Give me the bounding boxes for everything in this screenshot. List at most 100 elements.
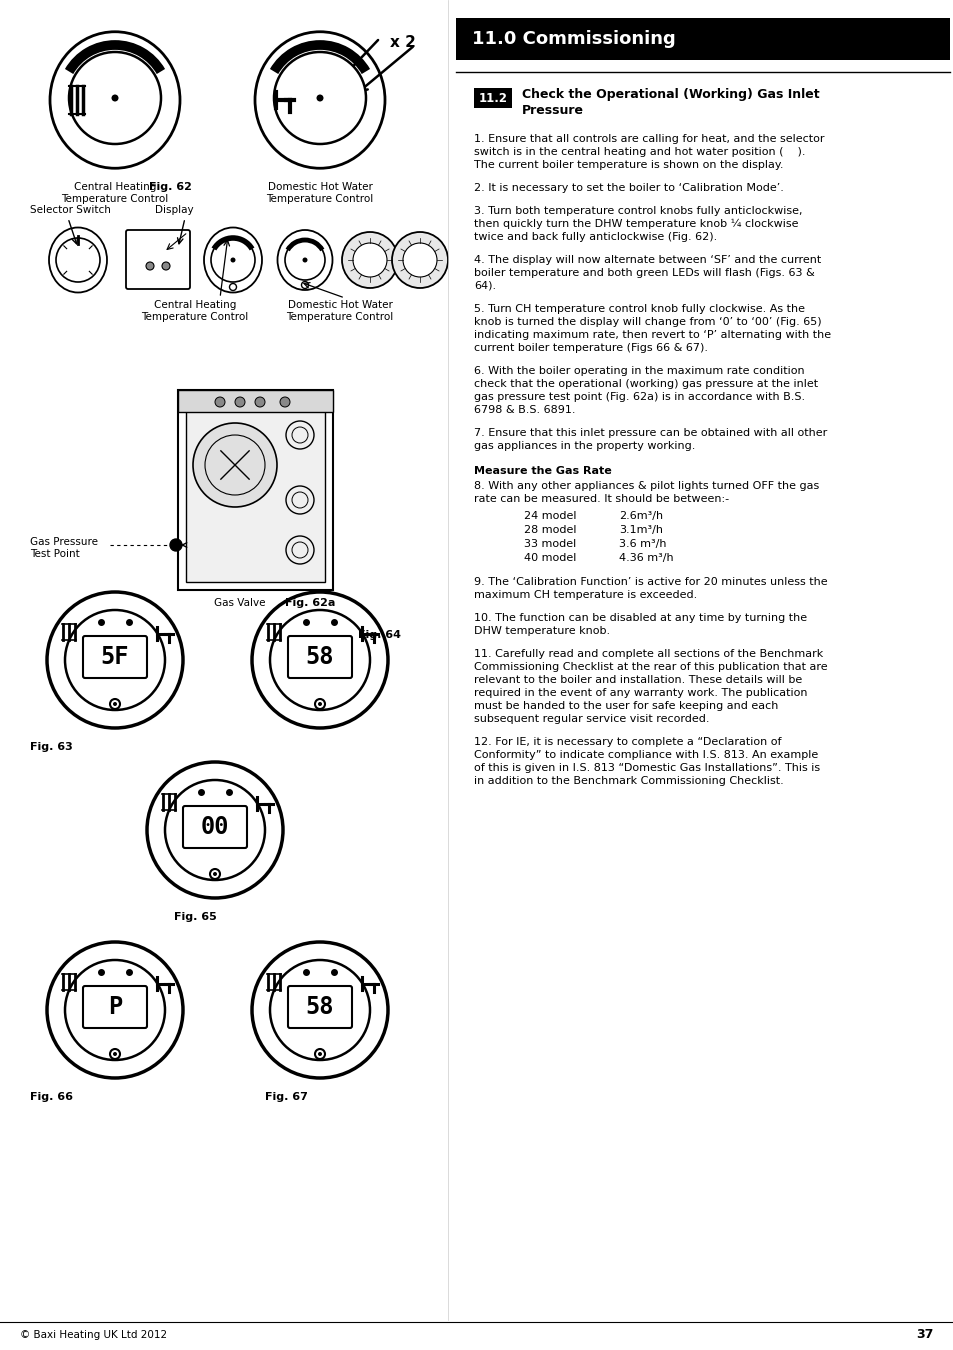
Circle shape: [69, 53, 161, 144]
FancyArrowPatch shape: [343, 40, 377, 76]
Text: then quickly turn the DHW temperature knob ¼ clockwise: then quickly turn the DHW temperature kn…: [474, 219, 798, 230]
Text: 6. With the boiler operating in the maximum rate condition: 6. With the boiler operating in the maxi…: [474, 366, 803, 377]
Circle shape: [392, 232, 448, 288]
Circle shape: [234, 397, 245, 406]
Text: 28 model: 28 model: [523, 525, 576, 535]
Text: of this is given in I.S. 813 “Domestic Gas Installations”. This is: of this is given in I.S. 813 “Domestic G…: [474, 763, 820, 774]
Text: maximum CH temperature is exceeded.: maximum CH temperature is exceeded.: [474, 590, 697, 599]
FancyBboxPatch shape: [288, 636, 352, 678]
Text: knob is turned the display will change from ‘0’ to ‘00’ (Fig. 65): knob is turned the display will change f…: [474, 317, 821, 327]
Circle shape: [317, 702, 322, 706]
Text: Domestic Hot Water
Temperature Control: Domestic Hot Water Temperature Control: [286, 300, 394, 321]
Text: 8. With any other appliances & pilot lights turned OFF the gas: 8. With any other appliances & pilot lig…: [474, 481, 819, 491]
Circle shape: [402, 243, 436, 277]
Text: twice and back fully anticlockwise (Fig. 62).: twice and back fully anticlockwise (Fig.…: [474, 232, 717, 242]
FancyBboxPatch shape: [186, 398, 325, 582]
Text: Pressure: Pressure: [521, 104, 583, 117]
Text: 24 model: 24 model: [523, 512, 576, 521]
Circle shape: [231, 258, 235, 262]
Circle shape: [214, 397, 225, 406]
Text: 00: 00: [200, 815, 229, 838]
FancyBboxPatch shape: [126, 230, 190, 289]
Text: rate can be measured. It should be between:-: rate can be measured. It should be betwe…: [474, 494, 728, 504]
Text: in addition to the Benchmark Commissioning Checklist.: in addition to the Benchmark Commissioni…: [474, 776, 783, 786]
Text: Central Heating
Temperature Control: Central Heating Temperature Control: [141, 300, 249, 321]
Circle shape: [341, 232, 397, 288]
Text: indicating maximum rate, then revert to ‘P’ alternating with the: indicating maximum rate, then revert to …: [474, 329, 830, 340]
Circle shape: [317, 1052, 322, 1056]
Text: check that the operational (working) gas pressure at the inlet: check that the operational (working) gas…: [474, 379, 818, 389]
Text: Fig. 62: Fig. 62: [149, 182, 192, 192]
Circle shape: [112, 702, 117, 706]
Text: 40 model: 40 model: [523, 554, 576, 563]
Text: required in the event of any warranty work. The publication: required in the event of any warranty wo…: [474, 688, 806, 698]
Circle shape: [112, 95, 118, 101]
Text: Display: Display: [154, 205, 193, 215]
Text: switch is in the central heating and hot water position (    ).: switch is in the central heating and hot…: [474, 147, 804, 157]
Text: Fig. 66: Fig. 66: [30, 1092, 73, 1102]
Text: Conformity” to indicate compliance with I.S. 813. An example: Conformity” to indicate compliance with …: [474, 751, 818, 760]
FancyBboxPatch shape: [178, 390, 333, 590]
Text: Fig. 67: Fig. 67: [265, 1092, 308, 1102]
Text: The current boiler temperature is shown on the display.: The current boiler temperature is shown …: [474, 161, 782, 170]
Text: P: P: [108, 995, 122, 1019]
FancyBboxPatch shape: [178, 390, 333, 412]
Circle shape: [170, 539, 182, 551]
Text: boiler temperature and both green LEDs will flash (Figs. 63 &: boiler temperature and both green LEDs w…: [474, 269, 814, 278]
Text: 64).: 64).: [474, 281, 496, 292]
Text: Measure the Gas Rate: Measure the Gas Rate: [474, 466, 611, 477]
FancyArrowPatch shape: [181, 543, 187, 547]
Text: 7. Ensure that this inlet pressure can be obtained with all other: 7. Ensure that this inlet pressure can b…: [474, 428, 826, 437]
Circle shape: [302, 258, 307, 262]
Circle shape: [146, 262, 153, 270]
Text: 11.2: 11.2: [478, 92, 507, 104]
Text: 5F: 5F: [101, 645, 129, 670]
Text: 33 model: 33 model: [523, 539, 576, 549]
Text: 2.6m³/h: 2.6m³/h: [618, 512, 662, 521]
Text: gas pressure test point (Fig. 62a) is in accordance with B.S.: gas pressure test point (Fig. 62a) is in…: [474, 392, 804, 402]
Circle shape: [193, 423, 276, 508]
Text: 3. Turn both temperature control knobs fully anticlockwise,: 3. Turn both temperature control knobs f…: [474, 207, 801, 216]
Text: Fig. 62a: Fig. 62a: [285, 598, 335, 608]
Text: 4. The display will now alternate between ‘SF’ and the current: 4. The display will now alternate betwee…: [474, 255, 821, 265]
Text: 11.0 Commissioning: 11.0 Commissioning: [472, 30, 675, 49]
Text: Gas Pressure
Test Point: Gas Pressure Test Point: [30, 537, 98, 559]
Text: 37: 37: [916, 1328, 933, 1342]
Text: 2. It is necessary to set the boiler to ‘Calibration Mode’.: 2. It is necessary to set the boiler to …: [474, 184, 783, 193]
Text: DHW temperature knob.: DHW temperature knob.: [474, 626, 610, 636]
Text: Central Heating
Temperature Control: Central Heating Temperature Control: [61, 182, 169, 204]
Text: 3.1m³/h: 3.1m³/h: [618, 525, 662, 535]
FancyBboxPatch shape: [183, 806, 247, 848]
Text: Fig. 64: Fig. 64: [357, 630, 400, 640]
Text: 58: 58: [305, 995, 334, 1019]
Text: Gas Valve: Gas Valve: [214, 598, 266, 608]
Circle shape: [274, 53, 366, 144]
Text: 3.6 m³/h: 3.6 m³/h: [618, 539, 666, 549]
FancyBboxPatch shape: [83, 636, 147, 678]
Text: 10. The function can be disabled at any time by turning the: 10. The function can be disabled at any …: [474, 613, 806, 622]
Circle shape: [254, 397, 265, 406]
Text: Check the Operational (Working) Gas Inlet: Check the Operational (Working) Gas Inle…: [521, 88, 819, 101]
Text: must be handed to the user for safe keeping and each: must be handed to the user for safe keep…: [474, 701, 778, 711]
FancyBboxPatch shape: [83, 986, 147, 1027]
Text: 6798 & B.S. 6891.: 6798 & B.S. 6891.: [474, 405, 575, 414]
Circle shape: [162, 262, 170, 270]
Text: 9. The ‘Calibration Function’ is active for 20 minutes unless the: 9. The ‘Calibration Function’ is active …: [474, 576, 827, 587]
Text: 4.36 m³/h: 4.36 m³/h: [618, 554, 673, 563]
Text: 12. For IE, it is necessary to complete a “Declaration of: 12. For IE, it is necessary to complete …: [474, 737, 781, 747]
FancyBboxPatch shape: [474, 88, 512, 108]
Circle shape: [112, 1052, 117, 1056]
Text: current boiler temperature (Figs 66 & 67).: current boiler temperature (Figs 66 & 67…: [474, 343, 707, 352]
Text: relevant to the boiler and installation. These details will be: relevant to the boiler and installation.…: [474, 675, 801, 684]
Text: 1. Ensure that all controls are calling for heat, and the selector: 1. Ensure that all controls are calling …: [474, 134, 823, 144]
Circle shape: [213, 872, 216, 876]
FancyBboxPatch shape: [456, 18, 949, 59]
Text: Commissioning Checklist at the rear of this publication that are: Commissioning Checklist at the rear of t…: [474, 662, 827, 672]
Circle shape: [280, 397, 290, 406]
Text: Fig. 65: Fig. 65: [173, 913, 216, 922]
FancyBboxPatch shape: [288, 986, 352, 1027]
Text: Selector Switch: Selector Switch: [30, 205, 111, 215]
Text: x 2: x 2: [390, 35, 416, 50]
FancyArrowPatch shape: [359, 47, 413, 92]
Text: gas appliances in the property working.: gas appliances in the property working.: [474, 441, 695, 451]
